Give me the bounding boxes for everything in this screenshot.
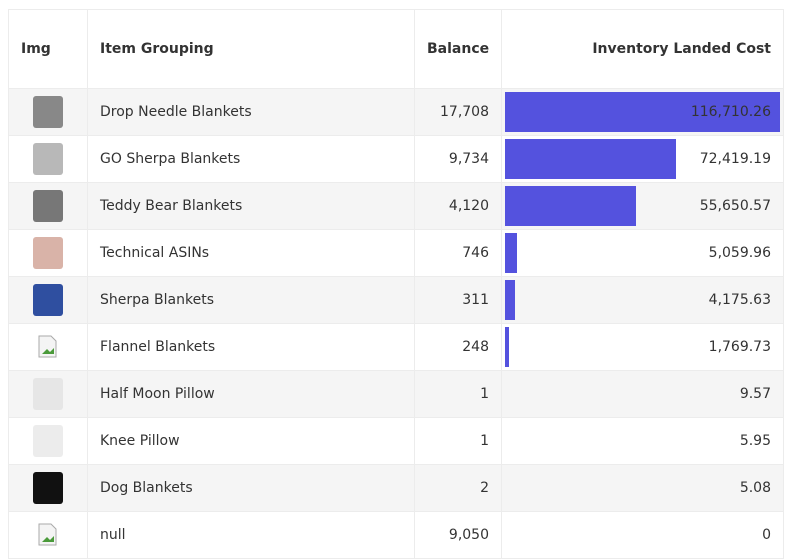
header-balance[interactable]: Balance [415, 10, 502, 89]
broken-image-icon [37, 523, 59, 547]
balance-cell: 248 [415, 324, 502, 371]
inventory-table: Img Item Grouping Balance Inventory Land… [8, 9, 784, 559]
item-grouping-cell: Technical ASINs [88, 230, 415, 277]
balance-cell: 9,050 [415, 512, 502, 559]
inventory-landed-cost-cell: 0 [502, 512, 784, 559]
cost-bar [505, 233, 517, 273]
cost-value: 0 [762, 527, 783, 543]
cost-value: 9.57 [740, 386, 783, 402]
inventory-landed-cost-cell: 1,769.73 [502, 324, 784, 371]
item-grouping-cell: Half Moon Pillow [88, 371, 415, 418]
inventory-landed-cost-cell: 5.95 [502, 418, 784, 465]
cost-value: 116,710.26 [691, 104, 783, 120]
cost-value: 1,769.73 [709, 339, 783, 355]
header-img[interactable]: Img [9, 10, 88, 89]
img-cell [9, 230, 88, 277]
balance-cell: 1 [415, 418, 502, 465]
half-moon-pillow-thumb [33, 378, 63, 410]
img-cell [9, 277, 88, 324]
go-sherpa-thumb [33, 143, 63, 175]
item-grouping-cell: Flannel Blankets [88, 324, 415, 371]
cost-bar [505, 139, 676, 179]
cost-value: 55,650.57 [700, 198, 783, 214]
inventory-landed-cost-cell: 5,059.96 [502, 230, 784, 277]
img-cell [9, 136, 88, 183]
technical-asins-thumb [33, 237, 63, 269]
header-item-grouping[interactable]: Item Grouping [88, 10, 415, 89]
cost-bar [505, 280, 515, 320]
item-grouping-cell: Teddy Bear Blankets [88, 183, 415, 230]
cost-value: 72,419.19 [700, 151, 783, 167]
inventory-landed-cost-cell: 116,710.26 [502, 89, 784, 136]
item-grouping-cell: null [88, 512, 415, 559]
img-cell [9, 183, 88, 230]
inventory-landed-cost-cell: 4,175.63 [502, 277, 784, 324]
item-grouping-cell: Dog Blankets [88, 465, 415, 512]
balance-cell: 311 [415, 277, 502, 324]
img-cell [9, 89, 88, 136]
img-cell [9, 465, 88, 512]
cost-value: 5.95 [740, 433, 783, 449]
item-grouping-cell: Sherpa Blankets [88, 277, 415, 324]
cost-value: 5,059.96 [709, 245, 783, 261]
img-cell [9, 371, 88, 418]
knee-pillow-thumb [33, 425, 63, 457]
item-grouping-cell: GO Sherpa Blankets [88, 136, 415, 183]
cost-bar [505, 186, 636, 226]
balance-cell: 17,708 [415, 89, 502, 136]
img-cell [9, 324, 88, 371]
header-row: Img Item Grouping Balance Inventory Land… [9, 10, 784, 89]
cost-value: 4,175.63 [709, 292, 783, 308]
balance-cell: 4,120 [415, 183, 502, 230]
sherpa-thumb [33, 284, 63, 316]
cost-value: 5.08 [740, 480, 783, 496]
header-inventory-landed-cost[interactable]: Inventory Landed Cost [502, 10, 784, 89]
item-grouping-cell: Knee Pillow [88, 418, 415, 465]
img-cell [9, 418, 88, 465]
broken-image-icon [37, 335, 59, 359]
item-grouping-cell: Drop Needle Blankets [88, 89, 415, 136]
teddy-bear-thumb [33, 190, 63, 222]
img-cell [9, 512, 88, 559]
cost-bar [505, 327, 509, 367]
inventory-landed-cost-cell: 55,650.57 [502, 183, 784, 230]
inventory-landed-cost-cell: 9.57 [502, 371, 784, 418]
balance-cell: 1 [415, 371, 502, 418]
inventory-landed-cost-cell: 72,419.19 [502, 136, 784, 183]
balance-cell: 9,734 [415, 136, 502, 183]
balance-cell: 2 [415, 465, 502, 512]
dog-blanket-thumb [33, 472, 63, 504]
inventory-landed-cost-cell: 5.08 [502, 465, 784, 512]
balance-cell: 746 [415, 230, 502, 277]
drop-needle-thumb [33, 96, 63, 128]
